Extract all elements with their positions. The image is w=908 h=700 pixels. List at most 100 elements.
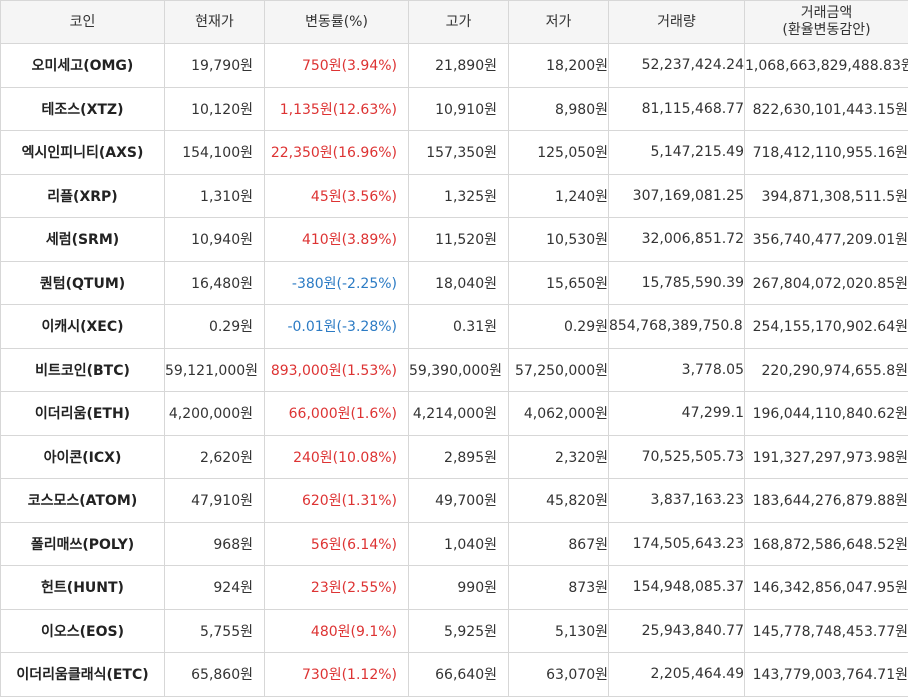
current-price-cell: 10,120원 [164, 86, 265, 131]
column-header-coin: 코인 [0, 0, 165, 44]
trade-volume-cell: 854,768,389,750.81 [608, 304, 745, 349]
current-price-cell: 16,480원 [164, 260, 265, 305]
coin-name-cell: 세럼(SRM) [0, 217, 165, 262]
high-price-cell: 0.31원 [408, 304, 509, 349]
high-price-cell: 59,390,000원 [408, 347, 509, 392]
table-row: 아이콘(ICX) 2,620원 240원(10.08%) 2,895원 2,320원 70… [0, 434, 908, 479]
trade-volume-cell: 5,147,215.49 [608, 130, 745, 175]
change-rate-cell: 240원(10.08%) [264, 434, 409, 479]
coin-name-cell: 엑시인피니티(AXS) [0, 130, 165, 175]
table-row: 코스모스(ATOM) 47,910원 620원(1.31%) 49,700원 45,82… [0, 478, 908, 523]
high-price-cell: 11,520원 [408, 217, 509, 262]
change-rate-cell: 22,350원(16.96%) [264, 130, 409, 175]
high-price-cell: 49,700원 [408, 478, 509, 523]
column-header-amount: 거래금액 (환율변동감안) [744, 0, 908, 44]
change-rate-cell: 66,000원(1.6%) [264, 391, 409, 436]
table-row: 퀀텀(QTUM) 16,480원 -380원(-2.25%) 18,040원 15,65… [0, 260, 908, 305]
coin-name-cell: 이캐시(XEC) [0, 304, 165, 349]
current-price-cell: 47,910원 [164, 478, 265, 523]
trade-amount-cell: 146,342,856,047.95원 [744, 565, 908, 610]
table-row: 세럼(SRM) 10,940원 410원(3.89%) 11,520원 10,530원 3… [0, 217, 908, 262]
table-header-row: 코인 현재가 변동률(%) 고가 저가 거래량 거래금액 (환율변동감안) [0, 0, 908, 44]
trade-volume-cell: 174,505,643.23 [608, 521, 745, 566]
low-price-cell: 0.29원 [508, 304, 609, 349]
high-price-cell: 18,040원 [408, 260, 509, 305]
high-price-cell: 5,925원 [408, 608, 509, 653]
high-price-cell: 4,214,000원 [408, 391, 509, 436]
trade-volume-cell: 154,948,085.37 [608, 565, 745, 610]
column-header-high: 고가 [408, 0, 509, 44]
coin-name-cell: 테조스(XTZ) [0, 86, 165, 131]
change-rate-cell: 893,000원(1.53%) [264, 347, 409, 392]
table-row: 비트코인(BTC) 59,121,000원 893,000원(1.53%) 59,39… [0, 347, 908, 392]
table-row: 헌트(HUNT) 924원 23원(2.55%) 990원 873원 154,948,08… [0, 565, 908, 610]
table-row: 이캐시(XEC) 0.29원 -0.01원(-3.28%) 0.31원 0.29원 854… [0, 304, 908, 349]
coin-name-cell: 이더리움클래식(ETC) [0, 652, 165, 697]
trade-amount-cell: 168,872,586,648.52원 [744, 521, 908, 566]
low-price-cell: 45,820원 [508, 478, 609, 523]
low-price-cell: 18,200원 [508, 43, 609, 88]
current-price-cell: 65,860원 [164, 652, 265, 697]
change-rate-cell: 45원(3.56%) [264, 173, 409, 218]
trade-amount-cell: 394,871,308,511.5원 [744, 173, 908, 218]
table-row: 테조스(XTZ) 10,120원 1,135원(12.63%) 10,910원 8,98… [0, 86, 908, 131]
low-price-cell: 15,650원 [508, 260, 609, 305]
low-price-cell: 2,320원 [508, 434, 609, 479]
trade-volume-cell: 3,778.05 [608, 347, 745, 392]
trade-amount-cell: 145,778,748,453.77원 [744, 608, 908, 653]
low-price-cell: 63,070원 [508, 652, 609, 697]
change-rate-cell: 620원(1.31%) [264, 478, 409, 523]
low-price-cell: 10,530원 [508, 217, 609, 262]
current-price-cell: 10,940원 [164, 217, 265, 262]
coin-name-cell: 폴리매쓰(POLY) [0, 521, 165, 566]
table-row: 이더리움클래식(ETC) 65,860원 730원(1.12%) 66,640원 63,… [0, 652, 908, 697]
current-price-cell: 924원 [164, 565, 265, 610]
trade-amount-cell: 191,327,297,973.98원 [744, 434, 908, 479]
low-price-cell: 4,062,000원 [508, 391, 609, 436]
current-price-cell: 154,100원 [164, 130, 265, 175]
coin-name-cell: 코스모스(ATOM) [0, 478, 165, 523]
high-price-cell: 1,040원 [408, 521, 509, 566]
trade-amount-cell: 267,804,072,020.85원 [744, 260, 908, 305]
current-price-cell: 4,200,000원 [164, 391, 265, 436]
change-rate-cell: 480원(9.1%) [264, 608, 409, 653]
change-rate-cell: 56원(6.14%) [264, 521, 409, 566]
low-price-cell: 57,250,000원 [508, 347, 609, 392]
change-rate-cell: 750원(3.94%) [264, 43, 409, 88]
trade-volume-cell: 15,785,590.39 [608, 260, 745, 305]
coin-name-cell: 이더리움(ETH) [0, 391, 165, 436]
current-price-cell: 968원 [164, 521, 265, 566]
column-header-price: 현재가 [164, 0, 265, 44]
column-header-volume: 거래량 [608, 0, 745, 44]
trade-volume-cell: 32,006,851.72 [608, 217, 745, 262]
low-price-cell: 5,130원 [508, 608, 609, 653]
trade-amount-cell: 718,412,110,955.16원 [744, 130, 908, 175]
current-price-cell: 2,620원 [164, 434, 265, 479]
coin-name-cell: 아이콘(ICX) [0, 434, 165, 479]
trade-volume-cell: 81,115,468.77 [608, 86, 745, 131]
low-price-cell: 873원 [508, 565, 609, 610]
trade-amount-cell: 183,644,276,879.88원 [744, 478, 908, 523]
high-price-cell: 21,890원 [408, 43, 509, 88]
high-price-cell: 990원 [408, 565, 509, 610]
trade-volume-cell: 25,943,840.77 [608, 608, 745, 653]
current-price-cell: 5,755원 [164, 608, 265, 653]
table-row: 오미세고(OMG) 19,790원 750원(3.94%) 21,890원 18,200… [0, 43, 908, 88]
change-rate-cell: 23원(2.55%) [264, 565, 409, 610]
trade-amount-cell: 143,779,003,764.71원 [744, 652, 908, 697]
current-price-cell: 0.29원 [164, 304, 265, 349]
trade-volume-cell: 70,525,505.73 [608, 434, 745, 479]
trade-amount-cell: 822,630,101,443.15원 [744, 86, 908, 131]
trade-volume-cell: 307,169,081.25 [608, 173, 745, 218]
column-header-change: 변동률(%) [264, 0, 409, 44]
low-price-cell: 867원 [508, 521, 609, 566]
high-price-cell: 2,895원 [408, 434, 509, 479]
low-price-cell: 1,240원 [508, 173, 609, 218]
change-rate-cell: 730원(1.12%) [264, 652, 409, 697]
trade-amount-cell: 1,068,663,829,488.83원 [744, 43, 908, 88]
column-header-low: 저가 [508, 0, 609, 44]
table-row: 이오스(EOS) 5,755원 480원(9.1%) 5,925원 5,130원 25,9… [0, 608, 908, 653]
high-price-cell: 157,350원 [408, 130, 509, 175]
coin-name-cell: 이오스(EOS) [0, 608, 165, 653]
